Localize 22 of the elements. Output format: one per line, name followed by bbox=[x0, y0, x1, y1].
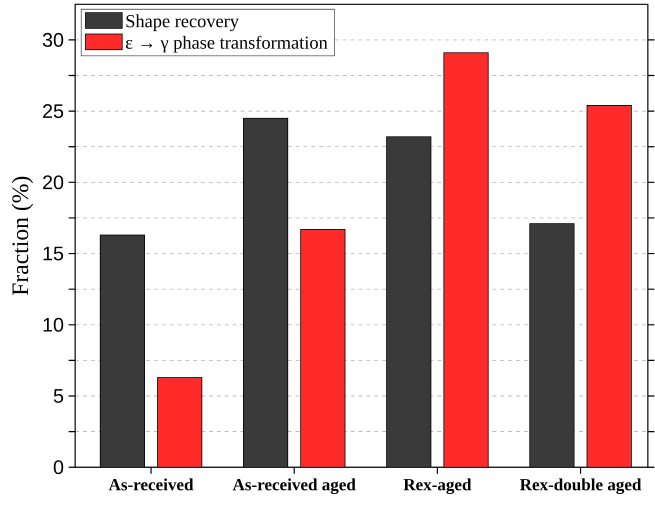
y-tick-label: 20 bbox=[43, 175, 64, 190]
bar bbox=[242, 118, 288, 468]
bar bbox=[529, 223, 575, 468]
x-tick-label: Rex-double aged bbox=[520, 478, 642, 494]
x-tick-label: As-received bbox=[108, 478, 194, 491]
bar bbox=[443, 52, 489, 468]
bar bbox=[157, 377, 202, 468]
y-tick-label: 25 bbox=[43, 104, 64, 118]
x-tick-label: Rex-aged bbox=[404, 478, 472, 494]
y-tick-label: 0 bbox=[54, 460, 64, 474]
y-tick-label: 15 bbox=[44, 246, 64, 261]
bar bbox=[100, 234, 145, 468]
y-axis-title: Fraction (%) bbox=[12, 176, 34, 296]
bar bbox=[386, 136, 432, 468]
y-tick-label: 30 bbox=[42, 33, 64, 47]
legend-label: ε → γ phase transformation bbox=[126, 36, 328, 53]
bar bbox=[300, 229, 346, 468]
y-tick-label: 5 bbox=[54, 389, 64, 403]
bar bbox=[586, 105, 632, 468]
y-tick-label: 10 bbox=[44, 318, 64, 332]
x-tick-label: As-received aged bbox=[232, 478, 356, 494]
legend-label: Shape recovery bbox=[126, 14, 239, 32]
